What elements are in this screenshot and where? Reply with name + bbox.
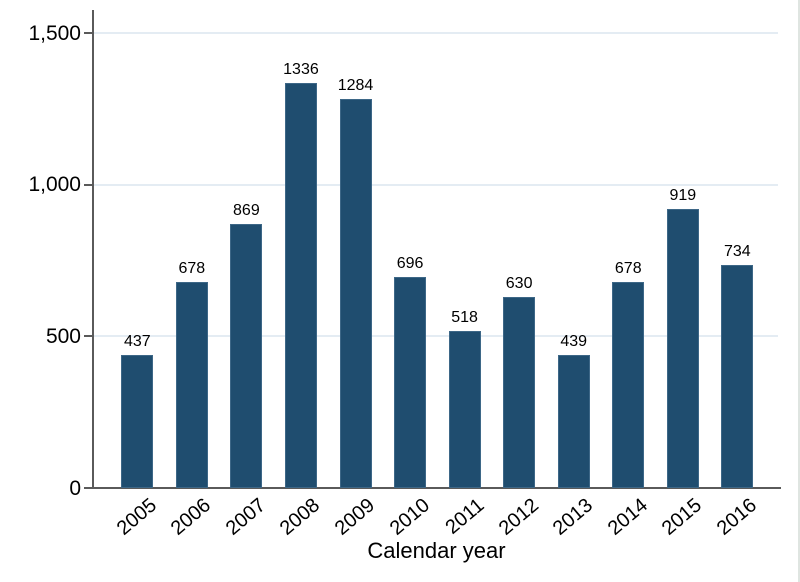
y-tick-mark-1500 (84, 32, 92, 34)
bar-2009 (339, 98, 372, 488)
bar-value-label: 696 (396, 254, 424, 272)
bar-2006 (175, 282, 208, 488)
x-tick-label-2012: 2012 (494, 494, 543, 540)
bar-value-label: 919 (669, 187, 697, 205)
x-tick-label-2006: 2006 (167, 494, 216, 540)
bar-2013 (557, 354, 590, 488)
bar-2007 (230, 224, 263, 488)
bar-value-label: 734 (723, 243, 751, 261)
bar-2010 (394, 276, 427, 488)
bar-2011 (448, 330, 481, 488)
x-tick-label-2005: 2005 (112, 494, 161, 540)
bar-value-label: 678 (178, 260, 206, 278)
screen-right-edge-line (798, 0, 800, 582)
x-tick-label-2015: 2015 (658, 494, 707, 540)
x-tick-label-2014: 2014 (603, 494, 652, 540)
bar-2015 (666, 209, 699, 488)
bar-2008 (284, 82, 317, 488)
bar-value-label: 439 (560, 332, 588, 350)
bar-value-label: 1336 (283, 60, 319, 78)
bar-value-label: 678 (614, 260, 642, 278)
gridline-y-500 (93, 335, 778, 338)
x-tick-label-2011: 2011 (441, 494, 489, 539)
y-axis-line (92, 10, 94, 489)
x-axis-line (92, 487, 781, 489)
x-axis-title: Calendar year (367, 538, 506, 563)
y-tick-label: 500 (45, 324, 81, 348)
bar-2005 (121, 355, 154, 488)
gridline-y-1500 (93, 32, 778, 34)
x-tick-label-2010: 2010 (385, 494, 434, 540)
y-tick-label: 0 (69, 476, 81, 500)
bar-value-label: 630 (505, 274, 533, 292)
y-tick-mark-1000 (84, 183, 92, 186)
y-tick-label: 1,500 (28, 21, 81, 45)
gridline-y-1000 (93, 183, 778, 186)
x-tick-label-2013: 2013 (548, 494, 598, 540)
bar-2014 (612, 282, 645, 488)
x-tick-label-2016: 2016 (712, 494, 761, 540)
y-tick-mark-500 (84, 335, 92, 338)
y-tick-label: 1,000 (28, 173, 81, 197)
bar-2016 (721, 265, 754, 488)
bar-2012 (503, 296, 536, 488)
bar-value-label: 1284 (337, 76, 374, 94)
x-tick-label-2008: 2008 (276, 494, 325, 540)
bar-value-label: 437 (123, 333, 151, 351)
x-tick-label-2009: 2009 (330, 494, 379, 540)
bar-value-label: 869 (233, 202, 260, 220)
x-tick-label-2007: 2007 (221, 494, 270, 540)
y-tick-mark-0 (84, 487, 92, 489)
bar-value-label: 518 (451, 308, 478, 326)
